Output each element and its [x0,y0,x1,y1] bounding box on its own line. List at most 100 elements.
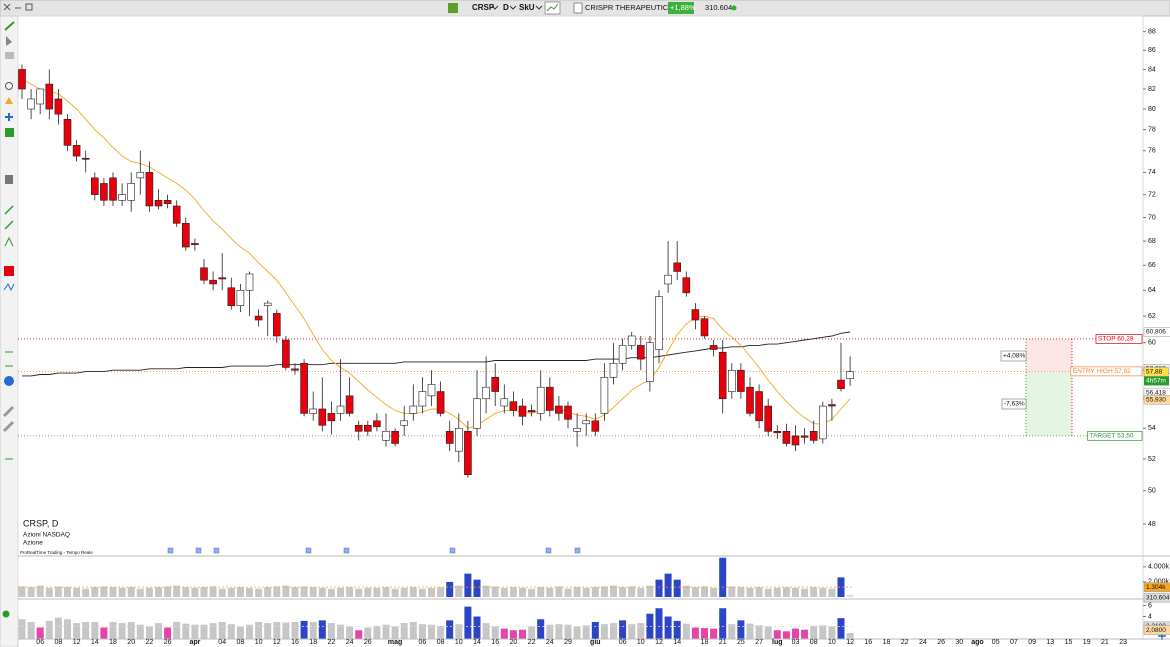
tool-wave[interactable] [3,283,15,292]
candle-body [254,315,263,321]
dropdown[interactable] [535,5,543,10]
checkbox[interactable] [573,2,583,14]
volume-bar [355,588,363,597]
volume-bar [537,619,545,639]
candle-body [427,384,436,397]
candle-body [291,368,299,371]
chart-subtitle: Azione [23,540,43,547]
chart-style-glyph [546,3,559,12]
volume-bar [73,587,81,597]
x-tick-label: 15 [1065,639,1073,646]
candle-body [700,318,709,337]
volume-bar [282,622,290,639]
x-tick-label: 10 [828,639,836,646]
reward-zone [1026,371,1072,436]
volume-bar [619,620,627,639]
x-tick-label: 10 [637,639,645,646]
volume-bar [446,581,454,597]
y-tick-label: 54 [1148,425,1156,432]
tool-alert[interactable] [5,97,13,104]
candle-body [764,405,773,432]
candle-body [345,395,354,414]
tool-hline[interactable] [5,351,13,460]
volume-bar [682,585,690,597]
event-marker[interactable] [545,547,552,554]
volume-bar [145,626,153,639]
volume-bar [610,585,617,597]
mode[interactable]: SkU [519,3,535,12]
tool-text[interactable] [5,128,14,137]
tool-magnet[interactable] [4,266,14,276]
x-tick-label: 05 [992,639,1000,646]
tool-delete[interactable] [5,175,13,184]
volume-bar [209,623,217,639]
volume-bar [218,622,226,639]
volume-bar [619,587,627,597]
candle-body [136,172,145,179]
event-marker[interactable] [449,547,456,554]
candle-body [327,413,336,422]
candle-body [718,351,727,400]
x-tick-label: 27 [755,639,763,646]
dropdown[interactable] [491,5,499,10]
tool-pointer[interactable] [6,36,12,46]
tool-ray[interactable] [4,220,14,230]
x-tick-label: 03 [792,639,800,646]
volume-bar [837,577,845,597]
volume-bar [428,587,435,597]
volume-bar [555,624,563,639]
candle-body [209,279,217,285]
x-tick-label: 24 [546,639,554,646]
level-label-box [1143,625,1170,635]
candle-body [564,405,572,420]
symbol[interactable]: CRSP [472,3,495,12]
tool-zoom[interactable] [5,82,13,90]
loss-label: -7,63% [1004,401,1025,408]
volume-bar [664,616,672,639]
x-tick-label: 06 [36,639,44,646]
tool-move[interactable] [5,113,13,121]
tool-palette[interactable] [4,376,14,386]
event-marker[interactable] [213,547,220,554]
tool-ruler[interactable] [5,52,14,59]
indicator-badge[interactable] [2,610,10,618]
tool-measure[interactable] [2,405,15,433]
chart-icon[interactable] [448,3,458,13]
volume-bar [437,587,445,597]
volume-bar [819,625,827,639]
volume-bar [18,586,26,597]
tool-line[interactable] [4,205,14,215]
event-marker[interactable] [167,547,174,554]
tool-trendline[interactable] [4,21,15,31]
event-marker[interactable] [343,547,350,554]
volume-bar [500,587,508,597]
volume-bar [73,623,81,639]
event-marker[interactable] [574,547,581,554]
volume-bar [418,588,426,597]
volume-bar [819,587,827,597]
volume-bar [701,586,708,597]
detach-button[interactable] [25,3,33,11]
y-tick-label: 52 [1148,456,1156,463]
volume-bar [373,587,381,597]
volume-bar [600,624,608,639]
period[interactable]: D [503,3,509,12]
candle-body [318,408,327,426]
volume-bar [164,627,172,639]
y-tick-label: 6 [1148,602,1152,609]
candle-body [400,420,409,426]
y-tick-label: 66 [1148,262,1156,269]
y-tick-label: 48 [1148,521,1156,528]
close-button[interactable] [3,3,11,11]
dropdown[interactable] [509,5,517,10]
tool-channel[interactable] [4,236,14,247]
volume-bar [719,557,727,597]
x-tick-label: 12 [655,639,663,646]
x-tick-label: 08 [437,639,445,646]
event-marker[interactable] [305,547,312,554]
volume-bar [382,587,390,597]
candle-body [36,88,45,105]
volume-bar [364,587,372,597]
event-marker[interactable] [195,547,202,554]
volume-bar [327,588,335,597]
